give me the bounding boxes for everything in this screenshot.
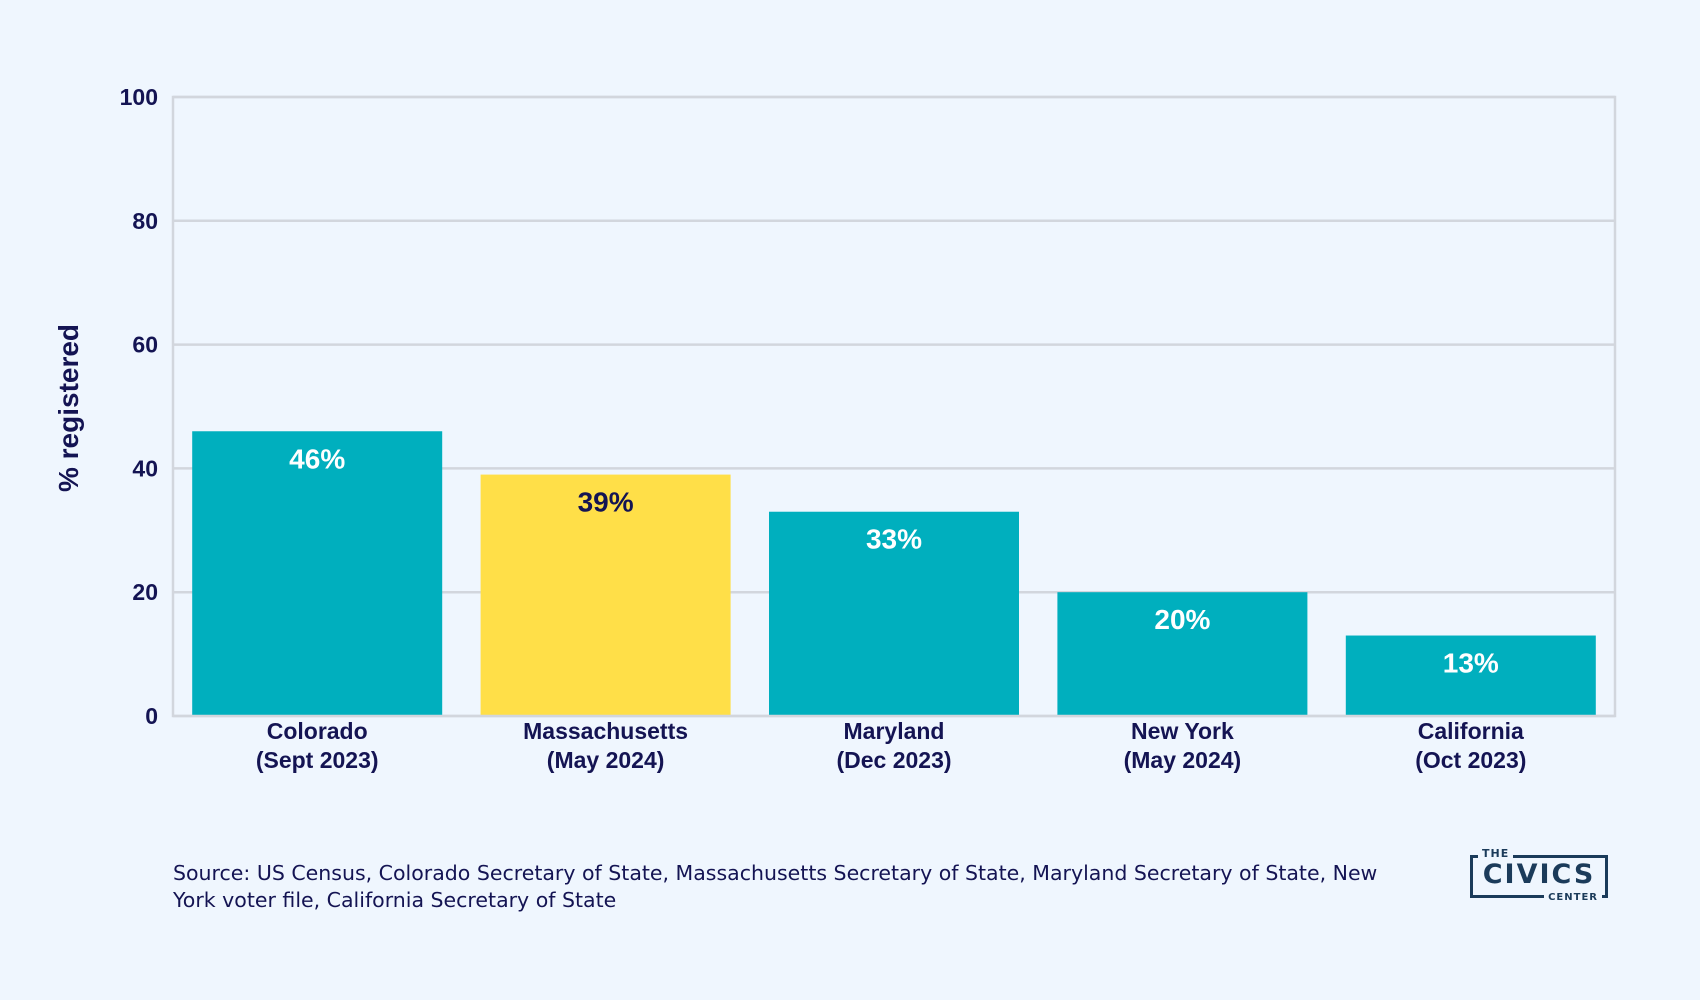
y-tick-label: 20 [132,579,158,605]
bar [769,511,1019,716]
x-category-label: (Dec 2023) [836,747,951,773]
x-axis-categories: Colorado (Sept 2023) Massachusetts (May 202… [256,718,1527,773]
x-category-label: (May 2024) [547,747,665,773]
bar-value-label: 33% [866,524,922,555]
y-tick-label: 0 [145,703,158,729]
logo-main-text: CIVICS [1482,859,1596,890]
bar-value-label: 39% [578,487,634,518]
bar-value-label: 20% [1154,604,1210,635]
plot-frame [171,95,1617,718]
x-category-label: Massachusetts [523,718,688,744]
x-category-label: New York [1131,718,1234,744]
x-category-label: (Oct 2023) [1415,747,1526,773]
logo-top-text: THE [1478,847,1514,861]
bars: 46% 39% 33% 20% 13% [192,431,1596,716]
y-tick-label: 100 [120,84,158,110]
x-category-label: (May 2024) [1124,747,1242,773]
bar-value-label: 13% [1443,648,1499,679]
y-tick-label: 80 [132,208,158,234]
x-category-label: (Sept 2023) [256,747,379,773]
logo-bottom-text: CENTER [1544,891,1602,905]
y-tick-label: 60 [132,332,158,358]
y-axis-ticks: 0 20 40 60 80 100 [120,84,158,729]
plot-border [171,95,1617,718]
source-note: Source: US Census, Colorado Secretary of… [173,861,1378,912]
bar [1057,592,1308,716]
x-category-label: Maryland [844,718,945,744]
bar [1345,635,1596,716]
bar-value-label: 46% [289,443,345,474]
bar [480,474,731,716]
y-axis-title: % registered [53,324,84,492]
x-category-label: California [1418,718,1524,744]
bar [192,431,443,716]
logo-frame [1470,855,1608,898]
x-category-label: Colorado [267,718,368,744]
y-tick-label: 40 [132,455,158,481]
civics-center-logo: CIVICS THE CENTER [1470,847,1612,905]
